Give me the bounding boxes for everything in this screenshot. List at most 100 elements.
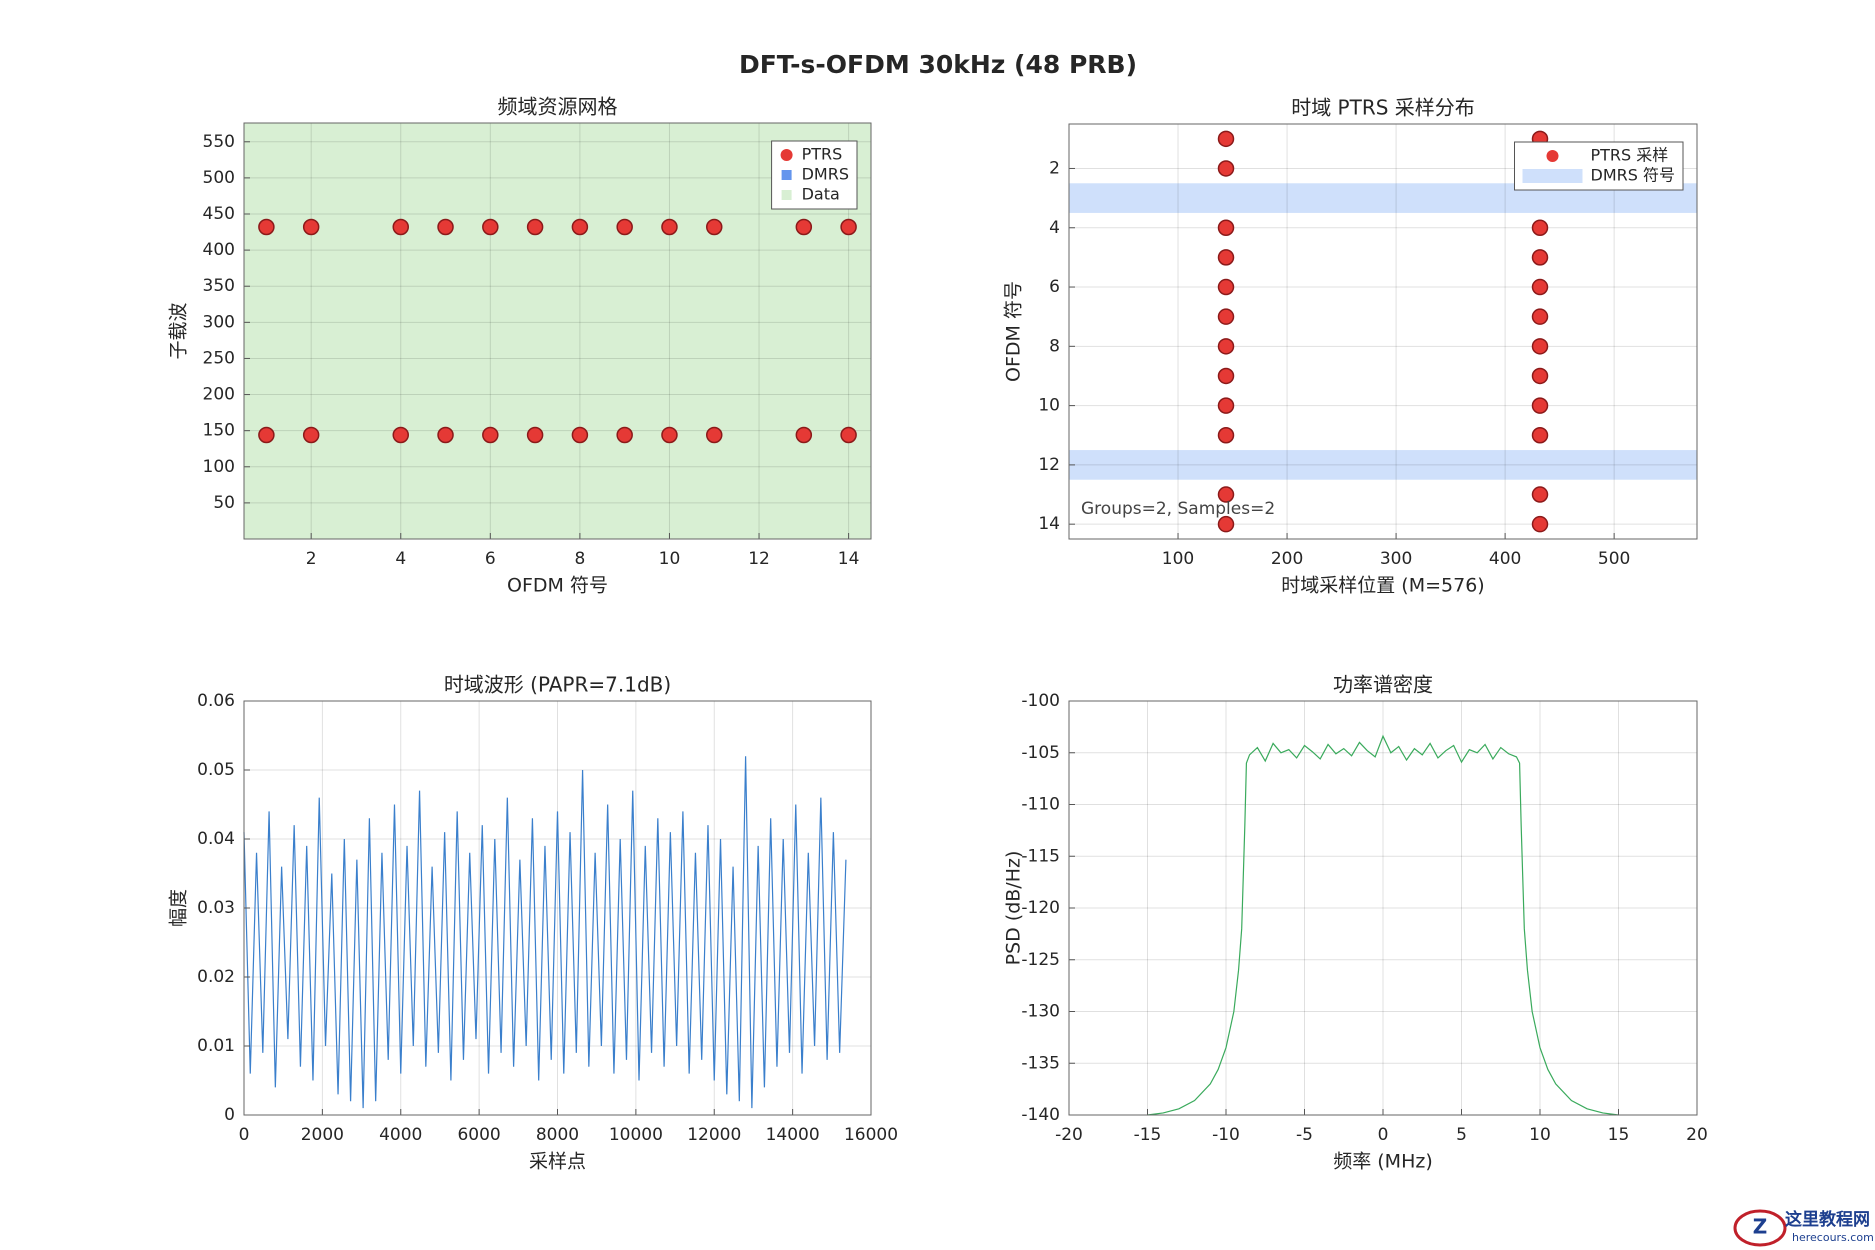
y-tick-label: 2 (1049, 158, 1060, 178)
data-layer (243, 756, 847, 1109)
ptrs-point (840, 426, 857, 444)
ptrs-point (661, 426, 678, 444)
x-tick-label: 16000 (844, 1125, 898, 1145)
legend-label: DMRS 符号 (1591, 166, 1676, 185)
ptrs-point (302, 218, 320, 236)
axes-title: 功率谱密度 (1333, 673, 1433, 697)
y-tick-label: -140 (1021, 1105, 1060, 1125)
legend-label: PTRS (802, 145, 843, 164)
x-tick-label: 400 (1489, 549, 1521, 569)
ptrs-point (392, 218, 409, 236)
y-axis-label: 子载波 (168, 302, 190, 359)
y-tick-label: 550 (203, 132, 235, 152)
ptrs-point (795, 218, 813, 236)
y-tick-label: -115 (1021, 846, 1060, 866)
ptrs-point (258, 426, 275, 444)
x-tick-label: 4 (395, 549, 406, 569)
axes-title: 时域 PTRS 采样分布 (1291, 96, 1475, 120)
x-axis-label: 频率 (MHz) (1333, 1151, 1433, 1173)
plot-area (244, 701, 871, 1115)
ptrs-point (616, 218, 633, 236)
y-tick-label: -110 (1021, 795, 1060, 815)
y-tick-label: 0.06 (197, 691, 235, 711)
ptrs-point (1531, 338, 1549, 355)
y-tick-label: -130 (1021, 1002, 1060, 1022)
watermark: Z 这里教程网 herecours.com (1733, 1209, 1874, 1247)
ptrs-point (258, 218, 275, 236)
ptrs-point (1531, 219, 1549, 236)
x-tick-label: 8 (574, 549, 585, 569)
x-axis-label: 时域采样位置 (M=576) (1281, 575, 1484, 597)
axes-frame (1068, 700, 1698, 1116)
data-layer (258, 218, 857, 444)
x-tick-label: 100 (1162, 549, 1194, 569)
ptrs-point (1531, 515, 1549, 533)
legend-marker (1546, 150, 1559, 162)
axes-frame (243, 122, 872, 540)
x-axis-label: OFDM 符号 (507, 575, 608, 597)
plot-area (1069, 701, 1697, 1115)
x-tick-label: -15 (1134, 1125, 1162, 1145)
x-tick-label: 10 (659, 549, 681, 569)
ptrs-point (1217, 486, 1235, 503)
axes-title: 频域资源网格 (498, 95, 618, 119)
x-tick-label: 15 (1608, 1125, 1630, 1145)
ptrs-point (1531, 278, 1549, 296)
axes: -20 -15 -10 -5 0 5 10 15 20 -140 -135 -130 -125 -120 -… (1003, 673, 1708, 1173)
y-tick-label: 300 (203, 312, 235, 332)
ptrs-point (526, 218, 544, 236)
y-tick-label: 4 (1049, 218, 1060, 238)
ptrs-point (1531, 427, 1549, 444)
ptrs-point (482, 426, 499, 444)
y-tick-label: -125 (1021, 950, 1060, 970)
ptrs-point (571, 218, 589, 236)
ptrs-point (1531, 308, 1549, 325)
x-tick-label: 6 (485, 549, 496, 569)
ptrs-point (1217, 367, 1235, 385)
ptrs-point (392, 426, 409, 444)
y-tick-label: 100 (203, 457, 235, 477)
y-tick-label: -105 (1021, 743, 1060, 763)
legend-marker (1522, 169, 1583, 183)
y-tick-label: 0.04 (197, 829, 235, 849)
ptrs-point (437, 218, 454, 236)
y-tick-label: -135 (1021, 1053, 1060, 1073)
ptrs-point (1531, 249, 1549, 266)
axes: 2 4 6 8 10 12 14 50 100 150 200 250 300 350 400 450 500 5… (168, 95, 872, 597)
y-tick-label: 150 (203, 421, 235, 441)
grid-layer (244, 123, 871, 539)
y-tick-label: 0 (224, 1105, 235, 1125)
data-layer (1147, 734, 1619, 1116)
ptrs-point (437, 426, 454, 444)
y-tick-label: 0.02 (197, 967, 235, 987)
watermark-name: 这里教程网 (1785, 1209, 1870, 1230)
ptrs-point (706, 426, 723, 444)
ptrs-point (1531, 367, 1549, 385)
x-tick-label: 10000 (609, 1125, 663, 1145)
watermark-logo (1733, 1209, 1787, 1247)
x-tick-label: 5 (1456, 1125, 1467, 1145)
signal-line (243, 756, 847, 1109)
fill-layer (244, 123, 871, 539)
legend-marker (780, 149, 793, 161)
ptrs-point (1217, 219, 1235, 236)
y-axis-label: OFDM 符号 (1003, 281, 1025, 382)
y-tick-label: 8 (1049, 336, 1060, 356)
ptrs-point (1217, 249, 1235, 266)
legend-marker (781, 170, 792, 180)
x-tick-label: 10 (1529, 1125, 1551, 1145)
ptrs-point (1217, 397, 1235, 414)
y-tick-label: 350 (203, 276, 235, 296)
y-tick-label: 0.01 (197, 1036, 235, 1056)
watermark-logo-letter: Z (1753, 1215, 1768, 1239)
y-tick-label: 0.05 (197, 760, 235, 780)
y-axis-label: 幅度 (168, 889, 190, 927)
axes: 100 200 300 400 500 2 4 6 8 10 12 14 时域 PTRS 采样分布时域采… (1003, 96, 1698, 597)
ptrs-point (1217, 308, 1235, 325)
y-tick-label: 500 (203, 168, 235, 188)
legend-label: Data (802, 185, 840, 204)
ptrs-point (571, 426, 589, 444)
ptrs-point (1217, 515, 1235, 533)
grid-layer (1069, 124, 1697, 539)
